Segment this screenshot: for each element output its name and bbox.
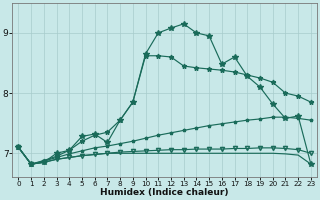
X-axis label: Humidex (Indice chaleur): Humidex (Indice chaleur) — [100, 188, 229, 197]
